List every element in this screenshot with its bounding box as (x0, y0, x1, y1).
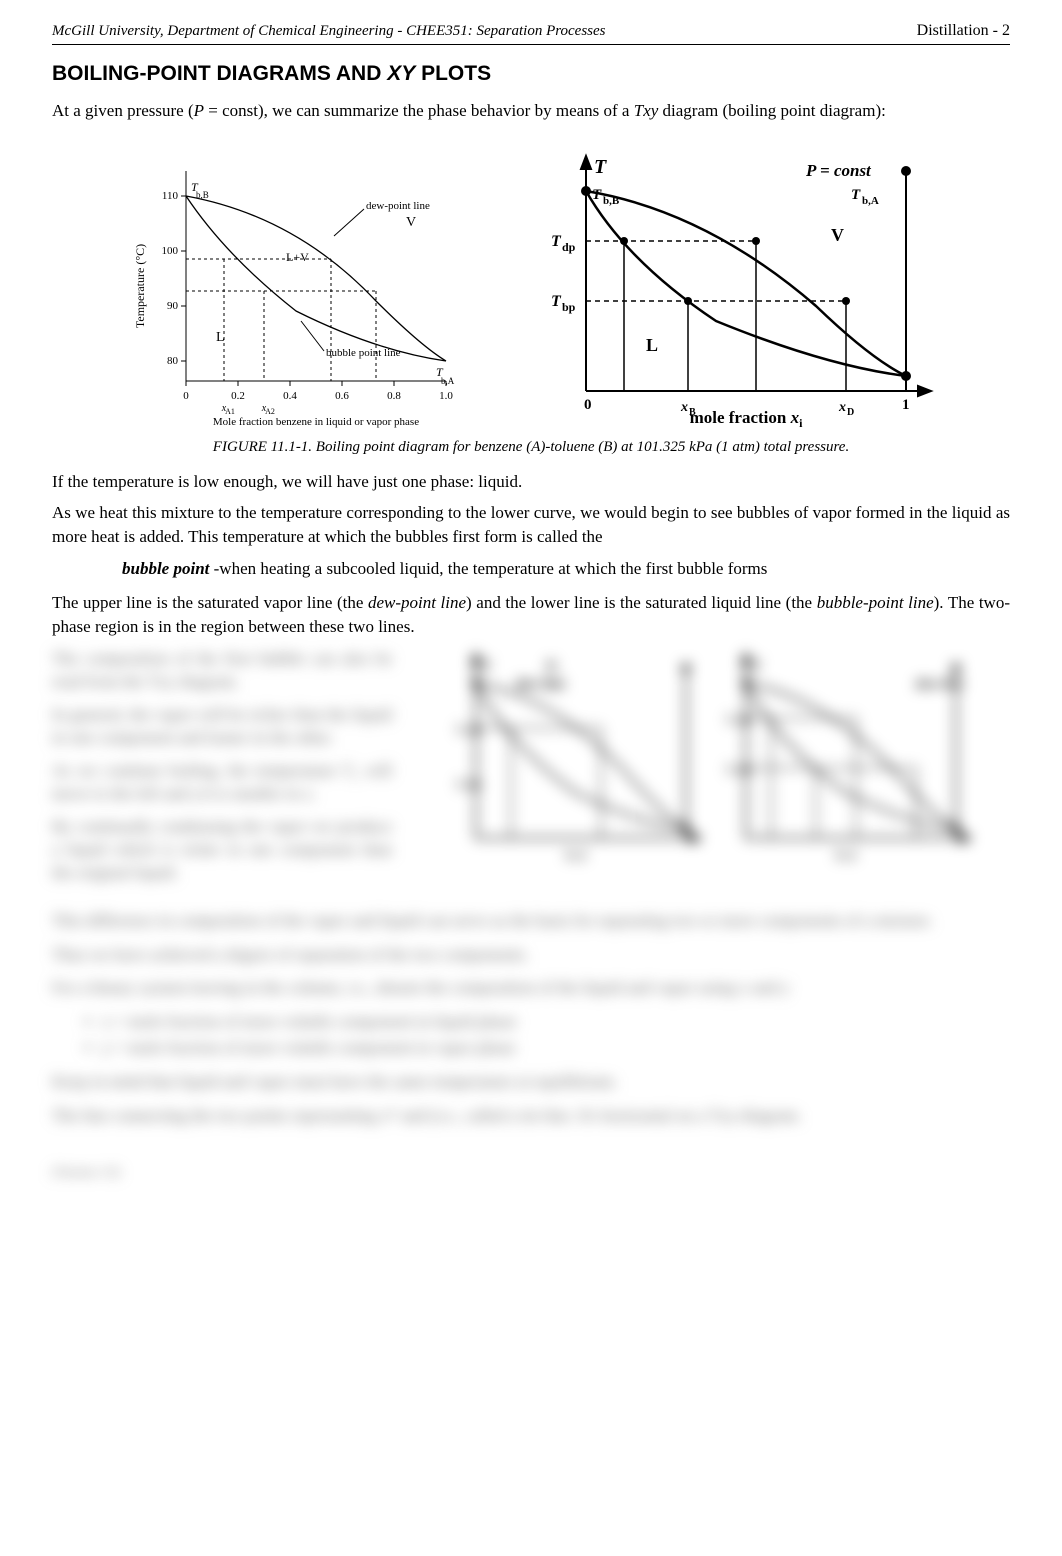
svg-text:T: T (592, 187, 602, 203)
svg-text:b,B: b,B (603, 195, 620, 207)
svg-text:b,B: b,B (196, 190, 209, 200)
svg-text:0: 0 (584, 397, 592, 413)
svg-text:L: L (216, 330, 225, 345)
svg-text:Mole fraction benzene in liqui: Mole fraction benzene in liquid or vapor… (213, 416, 419, 428)
svg-text:1: 1 (902, 397, 910, 413)
svg-text:T: T (482, 659, 492, 674)
blur-p9: The line connecting the two points repre… (52, 1104, 1010, 1128)
svg-text:P = const: P = const (805, 161, 872, 180)
svg-text:b,A: b,A (441, 376, 455, 386)
blur-li2: y = mole fraction of more volatile compo… (102, 1036, 1010, 1060)
para-lines: The upper line is the saturated vapor li… (52, 591, 1010, 639)
svg-text:bp: bp (562, 300, 576, 314)
page-header: McGill University, Department of Chemica… (52, 20, 1010, 45)
blurred-double-chart: T P₁ dew line T_dp T_bp x, y (446, 648, 986, 868)
blur-p8: Keep in mind that liquid and vapor must … (52, 1070, 1010, 1094)
svg-text:90: 90 (167, 300, 179, 312)
blur-p3: As we continue boiling, the temperature … (52, 760, 392, 806)
intro-paragraph: At a given pressure (P = const), we can … (52, 99, 1010, 123)
svg-text:D: D (847, 407, 854, 418)
svg-text:x: x (680, 400, 688, 415)
svg-text:0: 0 (183, 390, 189, 402)
svg-text:T: T (752, 659, 762, 674)
svg-text:A1: A1 (225, 407, 235, 416)
svg-text:bubble point line: bubble point line (326, 347, 401, 359)
svg-text:T: T (551, 293, 562, 310)
svg-text:80: 80 (167, 355, 179, 367)
blur-list: x = mole fraction of more volatile compo… (102, 1010, 1010, 1060)
blur-p2: In general, the vapor will be richer tha… (52, 704, 392, 750)
svg-text:b,A: b,A (862, 195, 879, 207)
figure-row: dew-point line bubble point line L+V L V… (52, 141, 1010, 431)
svg-text:T_bp: T_bp (456, 777, 481, 791)
svg-text:dew line: dew line (916, 677, 964, 692)
svg-text:T_bp: T_bp (726, 762, 751, 776)
blur-footer: (Version 1.0) (52, 1163, 1010, 1181)
txy-diagram-left: dew-point line bubble point line L+V L V… (116, 141, 476, 431)
figure-caption: FIGURE 11.1-1. Boiling point diagram for… (52, 437, 1010, 458)
svg-text:T_dp: T_dp (726, 712, 751, 726)
svg-text:mole fraction xi: mole fraction xi (690, 408, 804, 430)
header-left: McGill University, Department of Chemica… (52, 21, 606, 42)
svg-text:A2: A2 (265, 407, 275, 416)
bubble-point-definition: bubble point -when heating a subcooled l… (122, 557, 1010, 581)
svg-text:dew line: dew line (516, 677, 565, 692)
blur-p1: The composition of the first bubble can … (52, 648, 392, 694)
blur-p5: This difference in composition of the va… (52, 909, 1010, 933)
header-right: Distillation - 2 (917, 20, 1010, 42)
svg-text:Temperature (°C): Temperature (°C) (133, 243, 147, 327)
svg-text:x, y: x, y (836, 847, 857, 862)
svg-text:100: 100 (162, 245, 179, 257)
svg-text:0.8: 0.8 (387, 390, 401, 402)
svg-text:T: T (851, 187, 861, 203)
svg-text:L: L (646, 335, 658, 355)
svg-text:0.2: 0.2 (231, 390, 245, 402)
svg-text:0.4: 0.4 (283, 390, 297, 402)
svg-text:x: x (838, 400, 846, 415)
svg-text:0.6: 0.6 (335, 390, 349, 402)
svg-text:1.0: 1.0 (439, 390, 453, 402)
svg-text:T_dp: T_dp (456, 722, 481, 736)
svg-text:L+V: L+V (286, 250, 309, 264)
txy-diagram-right: T P = const T dp T bp V L 0 1 T b,A T b,… (526, 141, 946, 431)
svg-text:x, y: x, y (566, 847, 587, 862)
svg-text:V: V (831, 225, 844, 245)
svg-text:P₁: P₁ (546, 659, 559, 674)
blur-p7: For a binary system leaving in the colum… (52, 976, 1010, 1000)
blur-li1: x = mole fraction of more volatile compo… (102, 1010, 1010, 1034)
para-heating: As we heat this mixture to the temperatu… (52, 501, 1010, 549)
blurred-content: The composition of the first bubble can … (52, 648, 1010, 1181)
para-single-phase: If the temperature is low enough, we wil… (52, 470, 1010, 494)
blur-p4: By continually condensing the vapor we p… (52, 816, 392, 885)
svg-text:T: T (551, 233, 562, 250)
blur-p6: Thus we have achieved a degree of separa… (52, 943, 1010, 967)
svg-text:110: 110 (162, 190, 179, 202)
svg-text:dp: dp (562, 240, 576, 254)
svg-text:V: V (406, 215, 416, 230)
section-title: BOILING-POINT DIAGRAMS AND XY PLOTS (52, 59, 1010, 88)
svg-text:dew-point line: dew-point line (366, 200, 430, 212)
svg-text:T: T (594, 156, 607, 178)
